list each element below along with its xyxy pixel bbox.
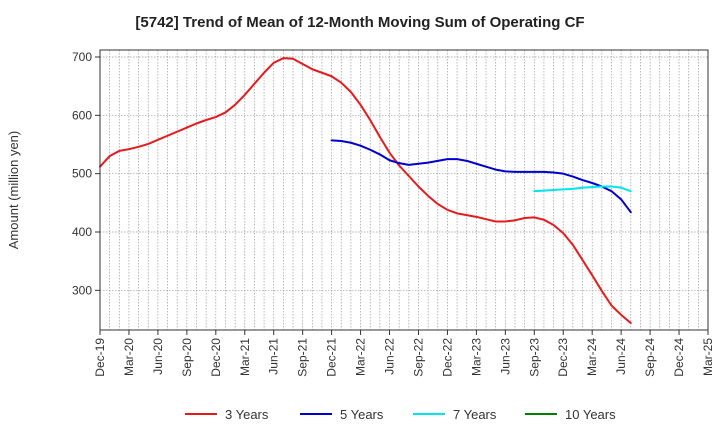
x-tick-label: Jun-23 [498, 338, 512, 375]
chart-title: [5742] Trend of Mean of 12-Month Moving … [135, 14, 585, 31]
y-tick-label: 300 [72, 283, 92, 297]
x-tick-label: Jun-21 [267, 338, 281, 375]
series-line-7-years [533, 185, 632, 193]
legend-label: 10 Years [565, 407, 616, 422]
x-tick-label: Mar-24 [585, 338, 599, 376]
legend-label: 7 Years [453, 407, 497, 422]
x-tick-label: Dec-24 [672, 338, 686, 377]
x-tick-label: Mar-23 [469, 338, 483, 376]
legend: 3 Years 5 Years 7 Years 10 Years [185, 407, 616, 422]
x-tick-label: Dec-21 [325, 338, 339, 377]
x-tick-label: Dec-22 [440, 338, 454, 377]
x-tick-label: Dec-19 [93, 338, 107, 377]
x-tick-label: Sep-22 [411, 338, 425, 377]
series-lines [99, 57, 632, 324]
y-tick-label: 400 [72, 225, 92, 239]
y-tick-label: 600 [72, 108, 92, 122]
x-tick-label: Dec-23 [556, 338, 570, 377]
x-tick-label: Sep-24 [643, 338, 657, 377]
x-tick-label: Mar-20 [122, 338, 136, 376]
x-tick-label: Jun-24 [614, 338, 628, 375]
x-tick-label: Dec-20 [209, 338, 223, 377]
legend-label: 5 Years [340, 407, 384, 422]
x-tick-label: Sep-23 [527, 338, 541, 377]
y-axis-title: Amount (million yen) [6, 131, 21, 250]
plot-frame [99, 49, 709, 331]
x-tick-label: Sep-21 [296, 338, 310, 377]
series-line-5-years [330, 139, 632, 214]
x-tick-label: Sep-20 [180, 338, 194, 377]
grid [99, 50, 709, 330]
x-tick-label: Jun-20 [151, 338, 165, 375]
x-tick-label: Jun-22 [383, 338, 397, 375]
y-tick-label: 700 [72, 50, 92, 64]
series-line-3-years [99, 57, 632, 324]
x-tick-label: Mar-25 [701, 338, 715, 376]
y-tick-label: 500 [72, 167, 92, 181]
x-tick-label: Mar-22 [354, 338, 368, 376]
y-axis: 300 400 500 600 700 [72, 50, 100, 297]
x-tick-label: Mar-21 [238, 338, 252, 376]
x-axis: Dec-19 Mar-20 Jun-20 Sep-20 Dec-20 Mar-21 Jun-… [93, 330, 715, 377]
legend-label: 3 Years [225, 407, 269, 422]
